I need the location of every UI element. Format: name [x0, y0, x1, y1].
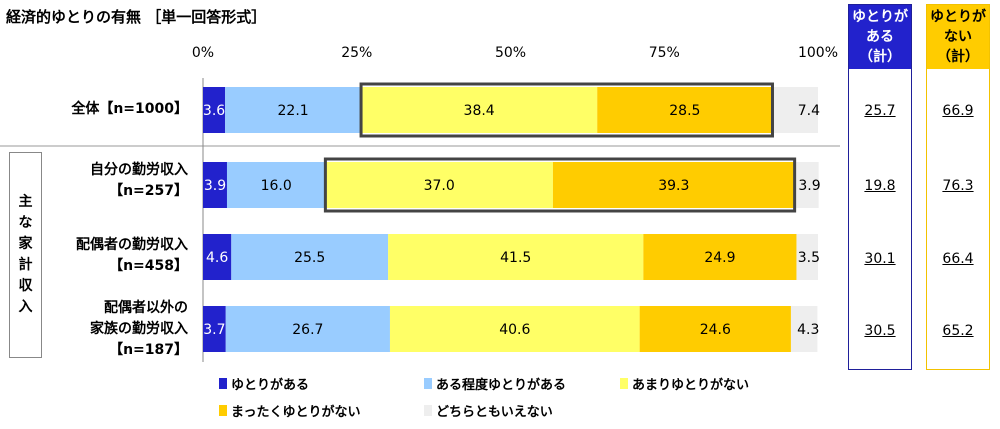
bar-segment	[225, 87, 362, 133]
summary-yes-value: 30.5	[864, 323, 896, 339]
data-label: 28.5	[669, 103, 700, 119]
legend-item: まったくゆとりがない	[219, 401, 360, 420]
x-tick-label: 50%	[495, 45, 526, 61]
data-label: 4.3	[797, 322, 819, 338]
data-label: 25.5	[294, 250, 325, 266]
summary-yes-column: ゆとりがある（計） 25.7 19.8 30.1 30.5	[848, 4, 912, 370]
row-label-line: 全体【n=1000】	[71, 101, 188, 117]
bar-segment	[203, 87, 226, 133]
data-label: 3.9	[204, 178, 226, 194]
bar-segment	[225, 306, 390, 352]
legend-item: ある程度ゆとりがある	[424, 374, 566, 393]
data-label: 3.7	[203, 322, 225, 338]
summary-yes-value: 25.7	[864, 103, 896, 119]
summary-yes-value: 30.1	[864, 251, 896, 267]
data-label: 38.4	[464, 103, 495, 119]
data-label: 16.0	[261, 178, 292, 194]
row-label-total: 全体【n=1000】	[71, 99, 188, 120]
row-label-family: 配偶者以外の 家族の勤労収入 【n=187】	[90, 298, 188, 361]
bar-segment	[597, 87, 773, 133]
bar-segment	[643, 234, 797, 280]
data-label: 22.1	[278, 103, 309, 119]
summary-yes-value: 19.8	[864, 178, 896, 194]
legend-label: まったくゆとりがない	[231, 405, 361, 420]
legend-label: ゆとりがある	[231, 378, 310, 393]
bar-segment	[203, 162, 227, 208]
bar-segment	[203, 234, 232, 280]
x-tick-label: 25%	[341, 45, 372, 61]
bar-segment	[552, 162, 795, 208]
bar-segment	[796, 234, 818, 280]
data-label: 3.5	[798, 250, 820, 266]
data-label: 24.9	[704, 250, 735, 266]
chart-title: 経済的ゆとりの有無 ［単一回答形式］	[6, 8, 267, 26]
data-label: 24.6	[700, 322, 731, 338]
bar-segment	[203, 306, 226, 352]
data-label: 7.4	[798, 103, 820, 119]
group-label-box: 主な家計収入	[9, 152, 42, 358]
legend-swatch	[219, 378, 227, 389]
legend-swatch	[424, 378, 432, 389]
summary-no-value: 66.4	[942, 251, 974, 267]
x-tick-label: 0%	[192, 45, 214, 61]
data-label: 3.6	[203, 103, 225, 119]
row-label-self: 自分の勤労収入 【n=257】	[90, 160, 188, 202]
summary-no-column: ゆとりがない（計） 66.9 76.3 66.4 65.2	[926, 4, 990, 370]
data-label: 41.5	[500, 250, 531, 266]
legend-label: あまりゆとりがない	[632, 378, 750, 393]
bar-segment	[361, 87, 598, 133]
data-label: 26.7	[292, 322, 323, 338]
summary-no-value: 66.9	[942, 103, 974, 119]
bar-segment	[231, 234, 389, 280]
bar-segment	[388, 234, 644, 280]
legend-label: どちらともいえない	[436, 405, 553, 420]
group-label: 主な家計収入	[18, 194, 33, 315]
bar-segment	[389, 306, 640, 352]
bar-segment	[790, 306, 818, 352]
legend-label: ある程度ゆとりがある	[436, 378, 567, 393]
highlight-frame	[323, 157, 797, 213]
data-label: 40.6	[499, 322, 530, 338]
data-label: 39.3	[658, 178, 689, 194]
legend-item: どちらともいえない	[424, 401, 553, 420]
row-label-line: 家族の勤労収入	[90, 321, 188, 337]
summary-no-header: ゆとりがない（計）	[927, 5, 989, 69]
bar-segment	[226, 162, 326, 208]
data-label: 37.0	[424, 178, 455, 194]
x-tick-label: 100%	[798, 45, 838, 61]
legend-swatch	[219, 405, 227, 416]
data-label: 3.9	[798, 178, 820, 194]
summary-no-value: 76.3	[942, 178, 974, 194]
bar-segment	[639, 306, 791, 352]
row-label-line: 【n=257】	[109, 183, 188, 199]
row-label-spouse: 配偶者の勤労収入 【n=458】	[76, 235, 188, 277]
summary-yes-header: ゆとりがある（計）	[849, 5, 911, 69]
bar-segment	[325, 162, 553, 208]
legend-swatch	[620, 378, 628, 389]
summary-no-value: 65.2	[942, 323, 974, 339]
x-tick-label: 75%	[649, 45, 680, 61]
row-label-line: 【n=187】	[109, 342, 188, 358]
row-label-line: 配偶者の勤労収入	[76, 237, 188, 253]
legend-swatch	[424, 405, 432, 416]
data-label: 4.6	[206, 250, 228, 266]
highlight-frame	[359, 82, 774, 138]
legend-item: あまりゆとりがない	[620, 374, 749, 393]
row-label-line: 自分の勤労収入	[90, 162, 188, 178]
bar-segment	[772, 87, 818, 133]
legend-item: ゆとりがある	[219, 374, 309, 393]
bar-segment	[794, 162, 819, 208]
row-label-line: 配偶者以外の	[104, 300, 188, 316]
row-label-line: 【n=458】	[109, 258, 188, 274]
